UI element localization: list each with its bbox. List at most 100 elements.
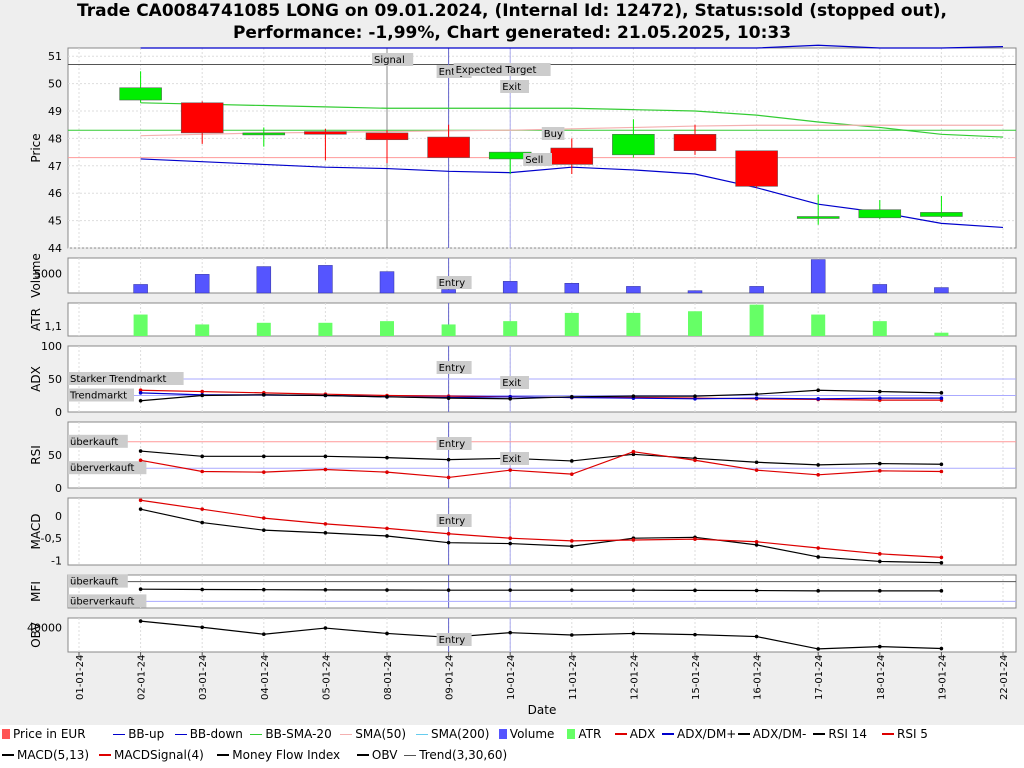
rsi-ref-label: überverkauft xyxy=(70,463,135,474)
mfi-line-point xyxy=(262,587,266,592)
obv-line-point xyxy=(754,634,759,639)
rsi14-line-point xyxy=(939,462,944,467)
volume-bar xyxy=(564,283,580,294)
label-exit-rsi-bg xyxy=(500,452,529,465)
legend-symbol xyxy=(2,729,10,739)
x-tick-label: 17-01-24 xyxy=(814,655,825,700)
dmminus-line-point xyxy=(754,392,759,396)
label-sell: Sell xyxy=(525,155,543,166)
atr-bar xyxy=(441,324,456,336)
legend-label: OBV xyxy=(371,748,398,762)
legend-item: Money Flow Index xyxy=(217,748,340,762)
label-exit-rsi: Exit xyxy=(502,454,521,465)
atr-bar xyxy=(749,304,764,336)
volume-bar xyxy=(810,259,826,294)
adx-ref-label: Starker Trendmarkt xyxy=(70,374,167,385)
macd-line-point xyxy=(385,534,389,538)
legend-label: SMA(200) xyxy=(431,727,490,741)
macd-signal-line-point xyxy=(816,546,820,550)
rsi14-line-point xyxy=(754,460,759,465)
obv-line-point xyxy=(200,625,204,630)
x-tick-label: 08-01-24 xyxy=(383,655,394,700)
volume-bar xyxy=(626,286,641,294)
label-entry-rsi-bg xyxy=(436,437,472,450)
macd-signal-line-point xyxy=(446,531,451,536)
volume-bar xyxy=(379,271,395,294)
legend-item: ADX xyxy=(614,727,655,741)
legend-label: Trend(3,30,60) xyxy=(419,748,508,762)
volume-bar xyxy=(749,286,764,294)
obv-line-point xyxy=(323,626,328,630)
mfi-line-point xyxy=(200,587,204,592)
candle-body xyxy=(180,102,224,134)
rsi14-line-point xyxy=(570,459,574,463)
macd-signal-line-point xyxy=(262,516,266,520)
x-tick-label: 19-01-24 xyxy=(937,655,948,700)
volume-bar xyxy=(256,266,272,294)
macd-signal-line-point xyxy=(385,526,389,531)
mfi-line-point xyxy=(631,588,636,592)
rsi5-line-point xyxy=(693,458,697,463)
rsi14-line-point xyxy=(446,457,451,462)
legend-item: RSI 14 xyxy=(813,727,867,741)
candle-body xyxy=(858,209,902,219)
dmplus-line-point xyxy=(754,396,759,400)
panel-mfi xyxy=(67,574,1017,609)
axis-label-price: Price xyxy=(29,133,43,162)
legend-item: MACDSignal(4) xyxy=(99,748,204,762)
label-entry-adx: Entry xyxy=(439,363,466,374)
rsi5-line-point xyxy=(138,458,143,463)
panel-macd xyxy=(67,497,1017,566)
legend-label: ADX/DM- xyxy=(752,727,807,741)
rsi5-line-point xyxy=(323,467,328,472)
axis-label-atr: ATR xyxy=(29,308,43,331)
x-tick-label: 02-01-24 xyxy=(137,655,148,700)
macd-line-point xyxy=(816,555,820,559)
macd-line-point xyxy=(878,559,882,564)
x-tick-label: 12-01-24 xyxy=(629,655,640,700)
label-signal-bg xyxy=(372,53,414,66)
legend-label: BB-SMA-20 xyxy=(265,727,332,741)
legend-symbol xyxy=(614,733,627,735)
axis-label-vol: Volume xyxy=(29,253,43,298)
x-tick-label: 18-01-24 xyxy=(876,655,887,700)
x-tick-label: 01-01-24 xyxy=(75,655,86,700)
obv-line-point xyxy=(693,632,697,637)
x-tick-label: 15-01-24 xyxy=(691,655,702,700)
panel-rsi xyxy=(67,421,1017,489)
dmminus-line-point xyxy=(693,394,697,398)
obv-line-point xyxy=(262,632,266,637)
axis-label-adx: ADX xyxy=(29,366,43,392)
title-line-1: Trade CA0084741085 LONG on 09.01.2024, (… xyxy=(77,1,947,21)
mfi-line-point xyxy=(570,588,574,592)
label-entry-adx-bg xyxy=(436,361,472,374)
legend: Price in EUR BB-up BB-down BB-SMA-20 SMA(50)… xyxy=(0,725,1024,768)
volume-bar xyxy=(133,284,148,294)
rsi5-line-point xyxy=(200,469,204,474)
dmplus-line-point xyxy=(878,396,882,400)
chart-canvas: Price Volume ATR ADX RSI MACD MFI OBV 44 45 46 47 48… xyxy=(27,44,1017,717)
volume-bar xyxy=(441,289,456,294)
label-entry-rsi: Entry xyxy=(439,439,466,450)
volume-bar xyxy=(872,284,888,294)
candle-body xyxy=(304,131,347,135)
label-exit-adx-bg xyxy=(500,376,529,389)
macd-line-point xyxy=(570,544,574,549)
volume-bar xyxy=(502,281,518,294)
rsi14-line-point xyxy=(200,454,204,459)
x-axis-label: Date xyxy=(528,703,557,717)
mfi-line-point xyxy=(816,589,820,593)
mfi-line-point xyxy=(446,588,451,592)
mfi-ref-label: überverkauft xyxy=(70,596,135,607)
adx-tick-label: 100 xyxy=(41,340,62,353)
adx-ref-label: Trendmarkt xyxy=(69,391,127,402)
macd-signal-line xyxy=(140,499,942,559)
candle-body xyxy=(550,147,594,165)
rsi14-line-point xyxy=(385,455,389,460)
atr-bar xyxy=(934,332,949,336)
adx-tick-label: 50 xyxy=(48,373,62,386)
legend-label: BB-up xyxy=(128,727,165,741)
x-tick-label: 10-01-24 xyxy=(506,655,517,700)
rsi-tick-label: 0 xyxy=(55,482,62,495)
rsi-ref-label-bg xyxy=(68,434,128,448)
